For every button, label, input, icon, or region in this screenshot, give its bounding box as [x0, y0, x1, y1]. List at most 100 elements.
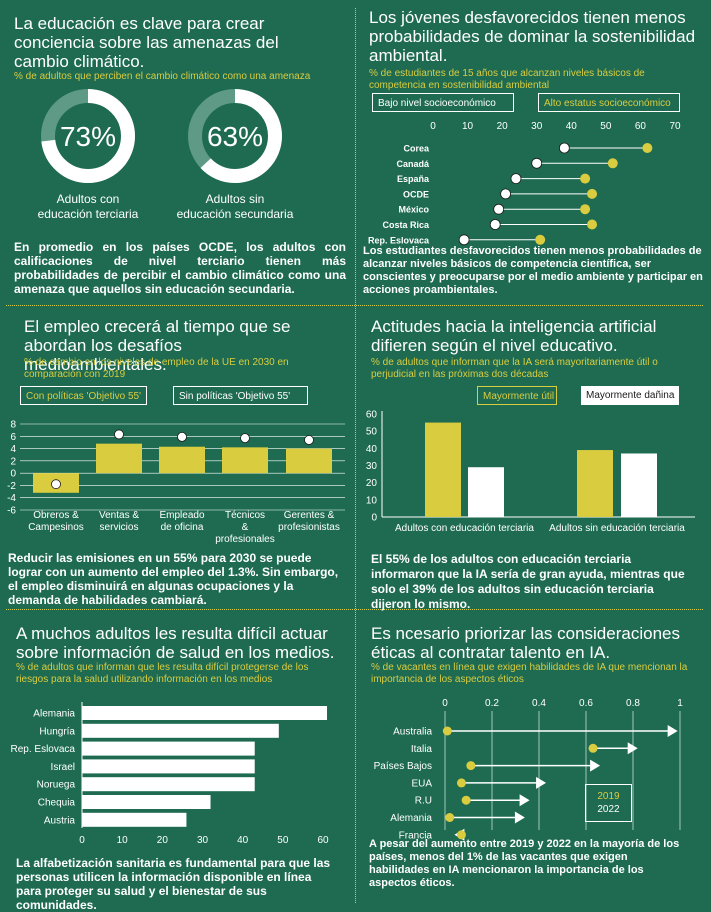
y-tick-label: -2	[7, 481, 16, 492]
low-ses-point	[500, 188, 512, 200]
column-divider	[355, 8, 356, 903]
change-arrow-head	[514, 811, 525, 824]
category-label: Hungría	[39, 726, 75, 737]
bar-difficulty	[82, 812, 187, 827]
low-ses-point	[531, 157, 543, 169]
category-label: Ventas &	[99, 510, 139, 521]
y-tick-label: 50	[366, 427, 378, 438]
bar-difficulty	[82, 706, 328, 720]
x-tick-label: 50	[600, 121, 612, 132]
category-label: Italia	[411, 744, 433, 755]
point-without-policy	[114, 429, 124, 440]
x-tick-label: 40	[237, 835, 249, 846]
y-tick-label: 0	[371, 513, 377, 524]
category-label: profesionales	[215, 534, 274, 545]
panel5-title: A muchos adultos les resulta difícil act…	[16, 624, 335, 662]
legend-high-ses: Alto estatus socioeconómico	[538, 93, 680, 112]
panel1-title: La educación es clave para crear concien…	[14, 14, 279, 71]
category-label: servicios	[100, 522, 139, 533]
x-tick-label: 0.8	[626, 698, 640, 709]
x-tick-label: 0	[442, 698, 448, 709]
high-ses-point	[587, 219, 598, 230]
point-without-policy	[240, 433, 250, 444]
category-label: Gerentes &	[284, 510, 335, 521]
y-tick-label: 2	[10, 456, 16, 467]
row-divider-2	[6, 609, 703, 610]
category-label: Chequia	[38, 798, 76, 809]
bar-mostly-harmful	[621, 453, 657, 517]
y-tick-label: 40	[366, 444, 378, 455]
x-tick-label: 60	[317, 835, 329, 846]
panel6-subtitle: % de vacantes en línea que exigen habili…	[371, 662, 688, 685]
point-2019	[456, 778, 466, 788]
y-tick-label: 60	[366, 410, 378, 421]
panel2-title: Los jóvenes desfavorecidos tienen menos …	[369, 8, 696, 65]
category-label: Rep. Eslovaca	[368, 235, 430, 245]
donut-caption: Adultos sin	[206, 192, 265, 206]
dumbbell-chart: 0 10 20 30 40 50 60 70 Corea Canadá España OCDE Méxi…	[368, 121, 681, 245]
legend-with-policy: Con políticas 'Objetivo 55'	[20, 386, 147, 405]
point-2019	[588, 743, 598, 753]
panel2-body: Los estudiantes desfavorecidos tienen me…	[363, 245, 703, 296]
category-label: Campesinos	[28, 522, 84, 533]
change-arrow-head	[590, 759, 601, 772]
panel6-body: A pesar del aumento entre 2019 y 2022 en…	[369, 838, 680, 889]
low-ses-point	[489, 219, 501, 230]
y-tick-label: 4	[10, 444, 16, 455]
category-label: Israel	[51, 762, 75, 773]
legend-2022: 2022	[597, 804, 620, 815]
x-tick-label: 10	[462, 121, 474, 132]
change-arrow-head	[667, 725, 678, 737]
x-tick-label: 50	[277, 835, 289, 846]
category-label: Corea	[403, 144, 430, 154]
bar-with-policy	[286, 448, 332, 474]
y-tick-label: 8	[10, 420, 16, 431]
category-label: Austria	[44, 815, 76, 826]
category-label: R.U	[415, 796, 432, 807]
donut-caption: educación secundaria	[177, 207, 294, 221]
donut-caption: Adultos con	[57, 192, 120, 206]
y-tick-label: 20	[366, 478, 378, 489]
category-label: Técnicos	[225, 510, 265, 521]
panel1-subtitle: % de adultos que perciben el cambio clim…	[14, 71, 311, 82]
category-label: EUA	[411, 778, 432, 789]
panel5-subtitle: % de adultos que informan que les result…	[16, 662, 309, 685]
x-tick-label: 20	[157, 835, 169, 846]
y-tick-label: -6	[7, 506, 16, 517]
category-label: Países Bajos	[374, 761, 432, 772]
panel5-body: La alfabetización sanitaria es fundament…	[16, 856, 331, 912]
x-tick-label: 0.6	[579, 698, 593, 709]
point-2019	[461, 795, 471, 805]
category-label: Adultos con educación terciaria	[395, 523, 534, 534]
low-ses-point	[558, 142, 570, 154]
ai-attitudes-chart: 60 50 40 30 20 10 0 Adultos con educación terci…	[366, 410, 695, 534]
point-2019	[466, 761, 476, 771]
high-ses-point	[587, 188, 598, 199]
high-ses-point	[607, 158, 618, 169]
x-tick-label: 10	[117, 835, 129, 846]
bar-with-policy	[96, 443, 142, 474]
x-tick-label: 0	[430, 121, 436, 132]
panel3-body: Reducir las emisiones en un 55% para 203…	[8, 551, 339, 607]
category-label: &	[242, 522, 249, 533]
category-label: Alemania	[33, 709, 75, 720]
category-label: Canadá	[396, 159, 430, 169]
bar-difficulty	[82, 741, 255, 756]
category-label: OCDE	[403, 189, 429, 199]
x-tick-label: 40	[566, 121, 578, 132]
ethics-arrow-chart: 0 0.2 0.4 0.6 0.8 1 Australia Italia Países Bajo…	[374, 698, 684, 841]
category-label: Costa Rica	[382, 220, 430, 230]
category-label: Obreros &	[33, 510, 79, 521]
panel6-title: Es ncesario priorizar las consideracione…	[371, 624, 680, 662]
x-tick-label: 0	[79, 835, 85, 846]
bar-with-policy	[159, 446, 205, 474]
y-tick-label: -4	[7, 493, 16, 504]
category-label: de oficina	[161, 522, 204, 533]
legend-without-policy: Sin políticas 'Objetivo 55'	[173, 386, 308, 405]
bar-difficulty	[82, 777, 255, 792]
category-label: Adultos sin educación terciaria	[549, 523, 685, 534]
point-2019	[456, 830, 466, 840]
change-arrow-head	[519, 794, 530, 807]
